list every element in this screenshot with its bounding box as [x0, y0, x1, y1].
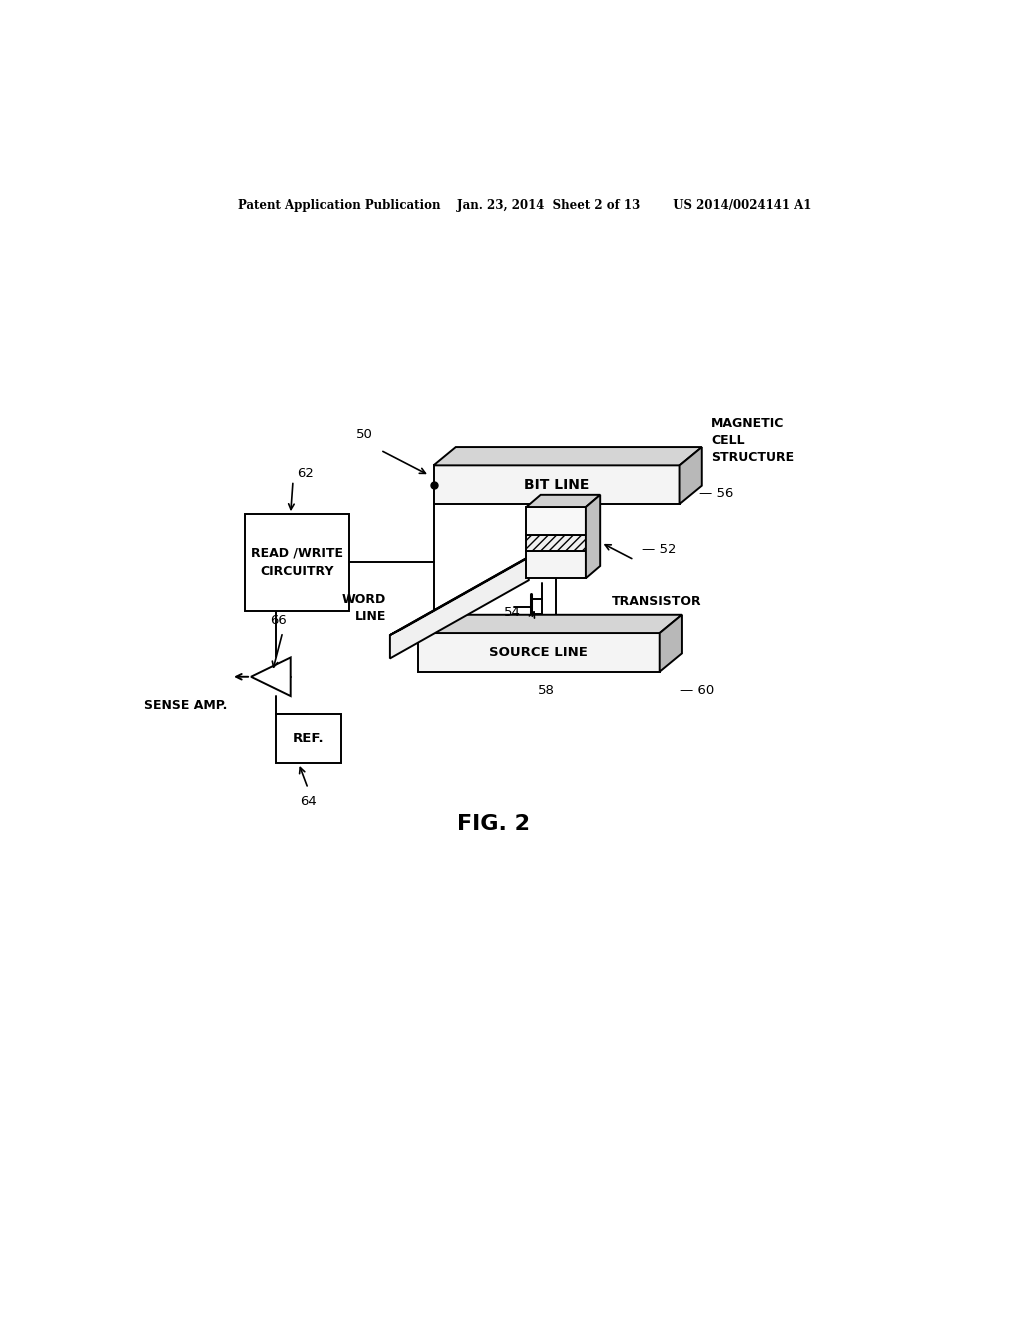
Polygon shape: [418, 634, 659, 672]
Text: — 56: — 56: [699, 487, 734, 500]
Polygon shape: [526, 507, 586, 536]
Polygon shape: [390, 550, 541, 635]
Text: BIT LINE: BIT LINE: [524, 478, 589, 491]
Text: 50: 50: [356, 429, 373, 441]
Text: 64: 64: [300, 795, 316, 808]
Polygon shape: [433, 466, 680, 504]
Text: WORD
LINE: WORD LINE: [342, 593, 386, 623]
Text: 62: 62: [297, 467, 314, 480]
Polygon shape: [659, 615, 682, 672]
Text: 54: 54: [504, 606, 521, 619]
Polygon shape: [251, 657, 291, 696]
FancyBboxPatch shape: [275, 714, 341, 763]
Text: Patent Application Publication    Jan. 23, 2014  Sheet 2 of 13        US 2014/00: Patent Application Publication Jan. 23, …: [239, 198, 811, 211]
Text: MAGNETIC
CELL
STRUCTURE: MAGNETIC CELL STRUCTURE: [712, 417, 795, 465]
Polygon shape: [526, 495, 600, 507]
Text: SENSE AMP.: SENSE AMP.: [143, 698, 227, 711]
Text: SOURCE LINE: SOURCE LINE: [489, 645, 588, 659]
Polygon shape: [526, 552, 586, 578]
Text: READ /WRITE
CIRCUITRY: READ /WRITE CIRCUITRY: [251, 546, 343, 578]
Polygon shape: [418, 615, 682, 634]
Text: TRANSISTOR: TRANSISTOR: [612, 595, 701, 609]
FancyBboxPatch shape: [246, 515, 348, 611]
Text: 66: 66: [270, 614, 287, 627]
Text: 58: 58: [538, 684, 555, 697]
Polygon shape: [680, 447, 701, 504]
Text: — 60: — 60: [680, 685, 714, 697]
Text: REF.: REF.: [292, 733, 324, 746]
Polygon shape: [586, 495, 600, 578]
Polygon shape: [390, 557, 528, 659]
Polygon shape: [433, 447, 701, 466]
Text: FIG. 2: FIG. 2: [457, 814, 529, 834]
Polygon shape: [526, 536, 586, 552]
Text: — 52: — 52: [642, 544, 677, 556]
